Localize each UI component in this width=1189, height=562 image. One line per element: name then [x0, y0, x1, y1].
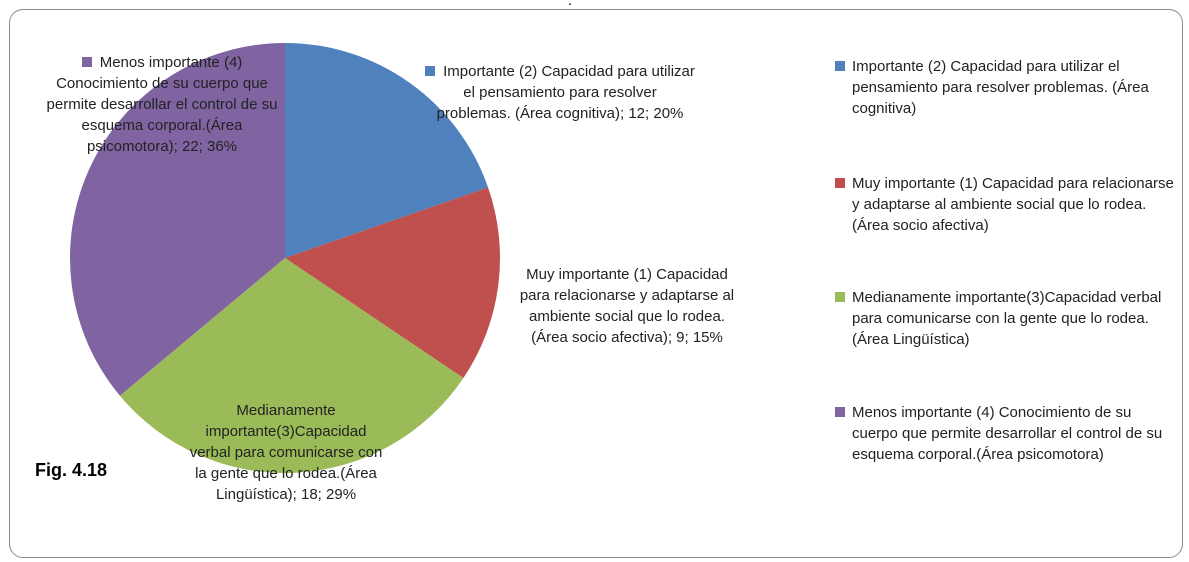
data-label: Menos importante (4) Conocimiento de su … [38, 52, 286, 157]
data-label-text: Menos importante (4) Conocimiento de su … [46, 54, 278, 155]
legend-swatch [835, 61, 845, 71]
chart-frame [9, 9, 1183, 558]
legend-label: Muy importante (1) Capacidad para relaci… [852, 175, 1174, 234]
legend-label: Importante (2) Capacidad para utilizar e… [852, 58, 1149, 117]
legend-swatch [835, 292, 845, 302]
label-marker [81, 57, 92, 67]
legend-entry: Muy importante (1) Capacidad para relaci… [833, 173, 1178, 236]
data-label-text: Muy importante (1) Capacidad para relaci… [519, 266, 735, 346]
pie-slice [70, 43, 286, 396]
pie-slice [285, 187, 500, 379]
legend-entry: Importante (2) Capacidad para utilizar e… [833, 56, 1178, 119]
legend-swatch [835, 407, 845, 417]
legend-label: Medianamente importante(3)Capacidad verb… [852, 289, 1162, 348]
legend-swatch [835, 178, 845, 188]
pie-slice [119, 258, 464, 473]
legend-entry: Medianamente importante(3)Capacidad verb… [833, 287, 1178, 350]
label-marker [425, 66, 436, 76]
data-label-text: Medianamente importante(3)Capacidad verb… [189, 402, 383, 503]
figure-label: Fig. 4.18 [35, 460, 108, 480]
legend-label: Menos importante (4) Conocimiento de su … [852, 404, 1163, 463]
data-label: Importante (2) Capacidad para utilizar e… [425, 61, 695, 124]
legend-entry: Menos importante (4) Conocimiento de su … [833, 402, 1178, 465]
pie-slice [285, 43, 489, 258]
subtitle: . [568, 0, 573, 9]
data-label-text: Importante (2) Capacidad para utilizar e… [436, 63, 695, 122]
data-label: Muy importante (1) Capacidad para relaci… [512, 264, 742, 348]
data-label: Medianamente importante(3)Capacidad verb… [187, 400, 385, 505]
